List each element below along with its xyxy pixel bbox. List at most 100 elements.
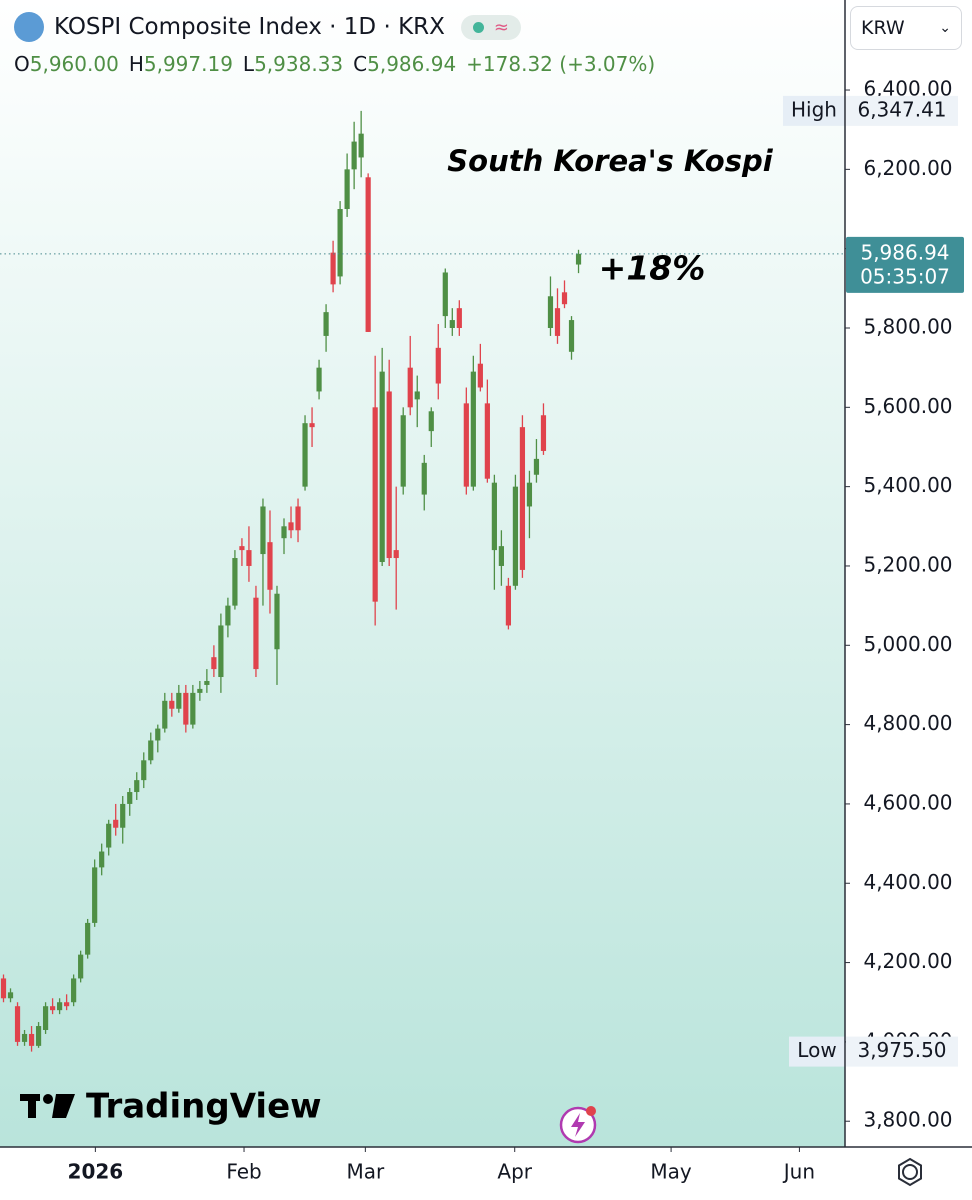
y-tick-label: 3,800.00 bbox=[863, 1108, 952, 1132]
candle-body bbox=[176, 692, 182, 709]
y-tick-label: 4,200.00 bbox=[863, 949, 952, 973]
status-pill[interactable]: ≈ bbox=[460, 14, 521, 40]
candle-body bbox=[393, 550, 399, 559]
candle-body bbox=[533, 458, 540, 475]
candle-body bbox=[288, 522, 294, 531]
candle-body bbox=[456, 308, 462, 328]
candle-body bbox=[309, 423, 315, 428]
candle-body bbox=[155, 728, 161, 741]
candle-body bbox=[330, 252, 336, 285]
candle-body bbox=[57, 1002, 63, 1011]
candle-body bbox=[505, 585, 512, 626]
candle-body bbox=[344, 169, 350, 210]
candle-body bbox=[218, 625, 224, 678]
candle-body bbox=[449, 320, 455, 328]
candle-body bbox=[358, 133, 364, 158]
candle-body bbox=[71, 978, 77, 1003]
candle-body bbox=[386, 391, 392, 559]
y-tick-label: 5,600.00 bbox=[863, 394, 952, 418]
candle-body bbox=[428, 411, 434, 432]
last-price-box bbox=[846, 236, 964, 293]
candle-body bbox=[267, 542, 273, 590]
candle-body bbox=[28, 1033, 35, 1046]
candle-body bbox=[239, 546, 245, 551]
marker-value: 6,347.41 bbox=[857, 97, 946, 121]
marker-label: Low bbox=[797, 1038, 836, 1062]
marker-label: High bbox=[791, 97, 837, 121]
x-tick-label: 2026 bbox=[68, 1160, 124, 1184]
candle-body bbox=[85, 922, 91, 955]
candle-body bbox=[519, 427, 526, 570]
candle-body bbox=[225, 605, 231, 626]
x-tick-label: Apr bbox=[497, 1160, 532, 1184]
settings-button[interactable] bbox=[898, 1157, 922, 1187]
ohlc-key: O bbox=[14, 52, 30, 76]
y-tick-label: 6,200.00 bbox=[863, 156, 952, 180]
ohlc-value: 5,960.00 bbox=[29, 52, 119, 76]
candle-body bbox=[281, 526, 287, 539]
candle-body bbox=[197, 688, 203, 693]
candle-body bbox=[463, 403, 469, 487]
y-tick-label: 5,000.00 bbox=[863, 632, 952, 656]
candle-body bbox=[568, 320, 575, 352]
candle-body bbox=[421, 462, 427, 495]
candle-body bbox=[42, 1006, 49, 1030]
candle-body bbox=[512, 486, 519, 586]
candle-body bbox=[120, 803, 126, 828]
currency-select[interactable]: KRW ⌄ bbox=[850, 6, 962, 50]
candle-body bbox=[253, 597, 259, 670]
candle-body bbox=[204, 680, 210, 685]
header: KOSPI Composite Index · 1D · KRX ≈ O 5,96… bbox=[14, 8, 665, 82]
candle-body bbox=[498, 546, 504, 566]
candle-body bbox=[337, 209, 343, 277]
candle-body bbox=[526, 482, 533, 507]
candle-body bbox=[78, 954, 84, 979]
ohlc-change: +178.32 (+3.07%) bbox=[466, 52, 656, 76]
candle-body bbox=[379, 371, 385, 562]
marker-label-box bbox=[789, 1036, 845, 1067]
candle-body bbox=[547, 296, 554, 328]
marker-value-box bbox=[846, 1036, 958, 1067]
ohlc-value: 5,938.33 bbox=[254, 52, 344, 76]
symbol-logo bbox=[14, 12, 44, 42]
candle-body bbox=[561, 292, 568, 305]
candle-body bbox=[540, 415, 547, 451]
ohlc-key: C bbox=[353, 52, 368, 76]
chart-title: KOSPI Composite Index · 1D · KRX bbox=[54, 14, 445, 40]
x-tick-label: Jun bbox=[782, 1160, 815, 1184]
candle-body bbox=[64, 1002, 70, 1007]
candle-body bbox=[211, 657, 217, 670]
candle-body bbox=[92, 867, 98, 923]
x-tick-label: May bbox=[650, 1160, 692, 1184]
candle-body bbox=[49, 1006, 56, 1011]
candle-body bbox=[484, 403, 490, 479]
candle-body bbox=[316, 367, 322, 392]
candle-body bbox=[575, 253, 582, 265]
candle-body bbox=[435, 347, 441, 384]
candle-body bbox=[21, 1033, 28, 1042]
y-tick-label: 4,600.00 bbox=[863, 790, 952, 814]
currency: KRW bbox=[861, 17, 905, 39]
candle-body bbox=[127, 792, 133, 804]
y-tick-label: 4,400.00 bbox=[863, 870, 952, 894]
x-tick-label: Mar bbox=[346, 1160, 385, 1184]
candle-body bbox=[470, 371, 476, 487]
annotation: +18% bbox=[599, 249, 706, 288]
lightning-button[interactable] bbox=[559, 1106, 597, 1144]
candle-body bbox=[477, 363, 483, 388]
candle-body bbox=[35, 1026, 42, 1046]
ohlc-row: O 5,960.00 H 5,997.19 L 5,938.33 C 5,986.94 +178… bbox=[14, 46, 665, 82]
tradingview-logo: TradingView bbox=[20, 1087, 322, 1127]
candle-body bbox=[169, 700, 175, 709]
candle-body bbox=[134, 780, 140, 793]
y-tick-label: 5,400.00 bbox=[863, 473, 952, 497]
annotation: South Korea's Kospi bbox=[447, 144, 773, 178]
marker-label-box bbox=[783, 95, 845, 126]
candle-body bbox=[260, 506, 266, 555]
candle-body bbox=[442, 272, 448, 317]
candle-body bbox=[232, 558, 238, 606]
candle-body bbox=[351, 141, 357, 170]
candle-body bbox=[246, 550, 252, 566]
